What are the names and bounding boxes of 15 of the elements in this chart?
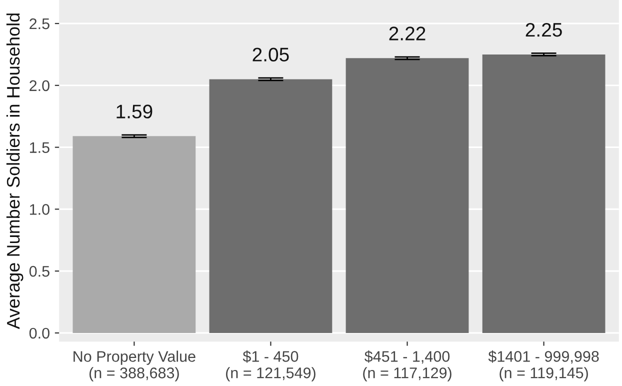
x-tick-label: No Property Value (n = 388,683) [74,350,196,382]
x-tick-label: $451 - 1,400 (n = 117,129) [363,350,452,382]
y-tick-label: 0.5 [29,266,50,277]
x-tick-label: $1401 - 999,998 (n = 119,145) [488,350,599,382]
x-tick-label: $1 - 450 (n = 121,549) [226,350,316,382]
data-label: 1.59 [116,104,152,118]
data-label: 2.05 [252,48,289,62]
y-tick-label: 1.5 [30,142,50,153]
data-label: 2.22 [389,26,426,40]
data-label: 2.25 [526,22,562,37]
y-tick-label: 2.0 [30,80,50,92]
y-tick-label: 2.5 [30,18,50,30]
y-tick-label: 1.0 [30,204,50,215]
y-axis-title: Average Number Soldiers in Household [6,14,24,330]
y-tick-label: 0.0 [29,328,50,339]
